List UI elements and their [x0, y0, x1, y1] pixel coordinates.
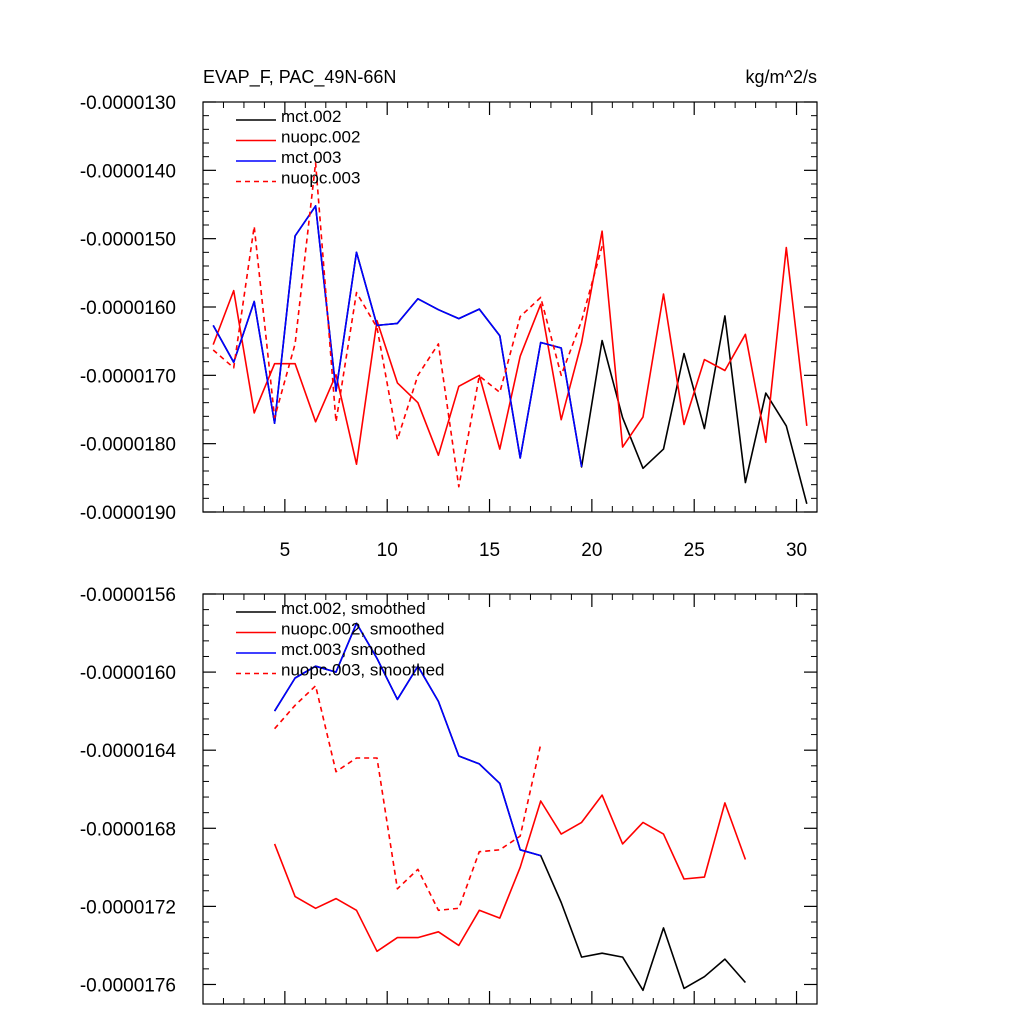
- series-group: [273, 622, 747, 992]
- y-tick-label: -0.0000160: [80, 298, 176, 319]
- y-tick-label: -0.0000180: [80, 435, 176, 456]
- chart-panel-1: -0.0000130 -0.0000140 -0.0000150 -0.0000160…: [80, 67, 818, 561]
- legend-label: nuopc.003: [281, 169, 360, 188]
- legend: mct.002, smoothed nuopc.002, smoothedmct.…: [236, 599, 445, 680]
- y-tick-label: -0.0000140: [80, 161, 176, 182]
- series-line-4: [273, 684, 542, 912]
- y-tick-label: -0.0000170: [80, 366, 176, 387]
- y-tick-label: -0.0000160: [80, 663, 176, 684]
- series-line-3: [273, 622, 541, 857]
- series-group: [212, 162, 808, 505]
- y-tick-label: -0.0000190: [80, 503, 176, 524]
- legend-label: mct.002, smoothed: [281, 599, 426, 618]
- series-line-3: [212, 205, 583, 468]
- legend-label: mct.003: [281, 148, 341, 167]
- chart-panel-2: -0.0000156 -0.0000160 -0.0000164 -0.0000168…: [80, 585, 818, 1005]
- chart-units: kg/m^2/s: [746, 67, 817, 87]
- x-tick-label: 5: [280, 540, 291, 561]
- legend-label: nuopc.002, smoothed: [281, 620, 445, 639]
- x-tick-label: 10: [377, 540, 398, 561]
- legend-label: mct.003, smoothed: [281, 640, 426, 659]
- y-tick-label: -0.0000156: [80, 585, 176, 606]
- legend-label: nuopc.003, smoothed: [281, 661, 445, 680]
- x-tick-label: 20: [581, 540, 602, 561]
- y-tick-label: -0.0000168: [80, 819, 176, 840]
- series-line-4: [212, 162, 603, 488]
- x-tick-label: 15: [479, 540, 500, 561]
- y-tick-label: -0.0000150: [80, 230, 176, 251]
- y-tick-label: -0.0000176: [80, 975, 176, 996]
- series-line-2: [273, 794, 747, 953]
- y-tick-label: -0.0000164: [80, 741, 177, 762]
- series-line-2: [212, 230, 808, 466]
- chart-title: EVAP_F, PAC_49N-66N: [203, 67, 396, 88]
- x-tick-label: 30: [786, 540, 807, 561]
- y-tick-label: -0.0000130: [80, 93, 176, 114]
- y-tick-label: -0.0000172: [80, 897, 176, 918]
- legend-label: mct.002: [281, 107, 341, 126]
- x-tick-label: 25: [684, 540, 705, 561]
- legend-label: nuopc.002: [281, 128, 360, 147]
